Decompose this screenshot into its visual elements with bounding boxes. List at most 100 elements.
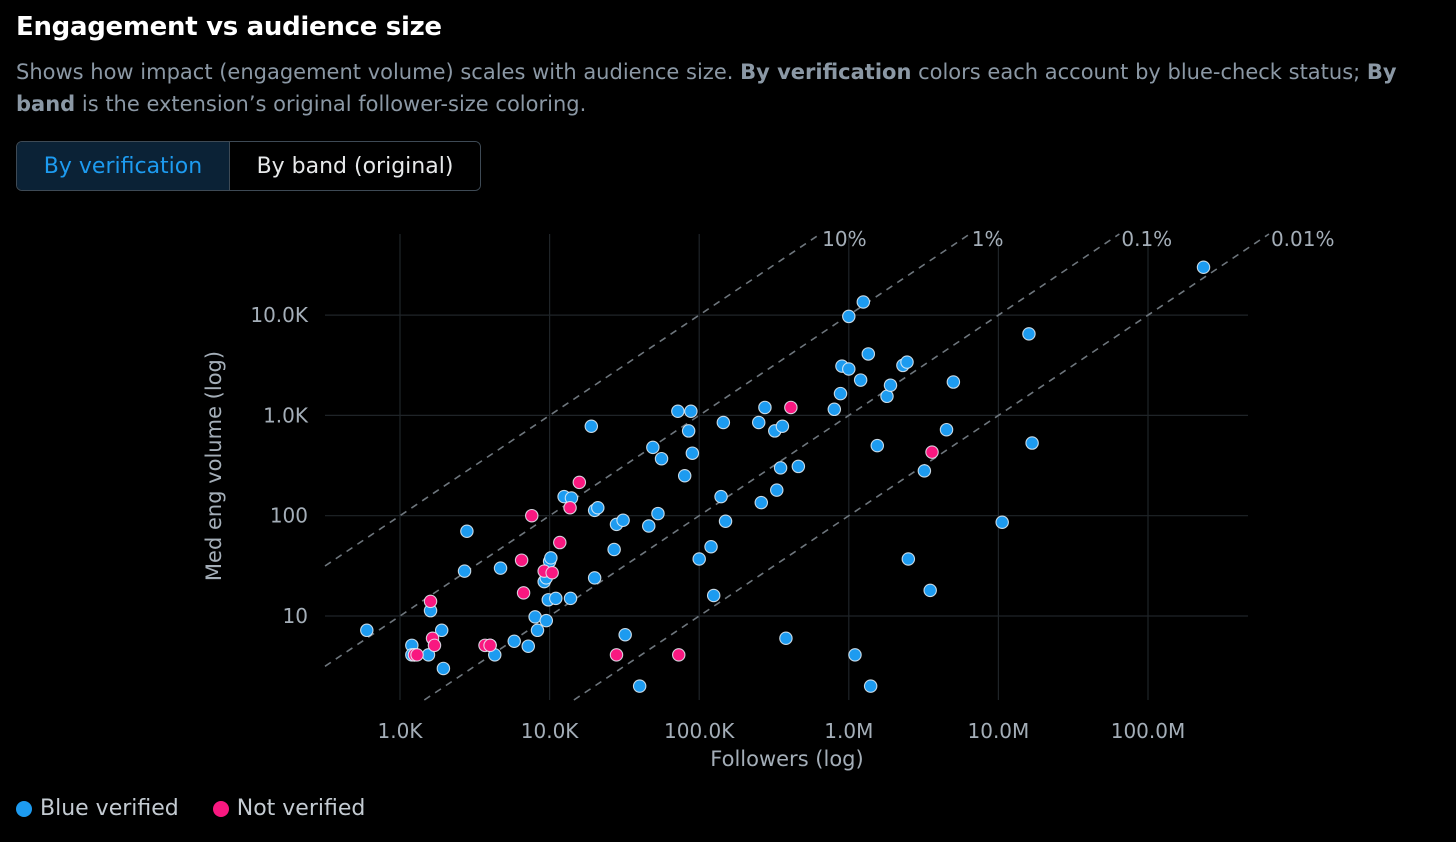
chart-description: Shows how impact (engagement volume) sca… [16,56,1446,120]
point-verified [584,419,599,433]
point-verified [939,422,954,437]
point-verified [692,552,706,566]
point-verified [651,506,665,521]
point-verified [870,438,885,453]
point-verified [863,679,878,693]
point-verified [646,440,660,455]
point-verified [436,661,451,676]
description-text-3: is the extension’s original follower-siz… [75,92,587,116]
point-verified [1025,436,1039,450]
x-tick-label: 10.0M [968,719,1030,743]
point-verified [641,519,656,533]
point-not-verified [516,586,531,600]
x-tick-label: 1.0M [824,719,873,743]
point-verified [853,373,868,387]
chart-title: Engagement vs audience size [16,12,442,42]
legend-label-not-verified: Not verified [236,796,366,821]
point-verified [616,513,630,528]
point-not-verified [427,638,442,653]
x-tick-label: 10.0K [521,719,580,743]
y-tick-label: 10.0K [250,303,309,327]
point-verified [751,415,766,430]
point-verified [434,623,449,638]
chart-legend: Blue verified Not verified [16,796,399,821]
grid-lines [325,234,1248,700]
point-verified [460,524,474,538]
point-verified [493,561,508,575]
description-bold-verification: By verification [740,60,912,84]
reference-line-label: 10% [822,227,866,251]
y-tick-label: 100 [270,504,308,528]
x-tick-label: 100.0M [1111,719,1186,743]
y-tick-label: 10 [283,604,308,628]
point-verified [842,362,856,376]
point-not-verified [525,508,539,523]
point-verified [684,404,698,418]
point-verified [773,461,788,475]
point-not-verified [572,475,587,490]
point-verified [861,347,876,361]
point-verified [618,628,632,642]
toggle-by-verification-button[interactable]: By verification [17,142,230,190]
point-verified [685,446,700,460]
point-verified [995,515,1009,530]
point-verified [632,679,647,693]
point-verified [880,389,894,404]
point-not-verified [545,565,559,580]
point-verified [848,648,862,662]
point-verified [530,623,545,638]
description-bold-band: By band [16,60,1397,116]
reference-line-label: 0.1% [1121,227,1172,251]
legend-dot-verified [16,800,32,817]
point-verified [714,489,728,504]
point-verified [1022,327,1036,341]
point-verified [923,583,937,598]
legend-item-not-verified[interactable]: Not verified [212,796,366,821]
toggle-by-band-button[interactable]: By band (original) [230,142,480,190]
point-verified [900,355,914,369]
point-not-verified [410,648,424,662]
point-verified [842,309,856,324]
reference-line-label: 1% [972,227,1004,251]
point-verified [770,483,784,497]
x-axis-title: Followers (log) [710,747,863,771]
reference-line-label: 0.01% [1271,227,1335,251]
scatter-chart: 1.0K 10.0K 100.0K 1.0M 10.0M 100.0M 10 100 1.0K 1… [202,227,1335,771]
reference-line [324,233,821,567]
point-not-verified [563,501,577,515]
point-not-verified [553,535,567,550]
data-points [360,260,1211,693]
legend-label-verified: Blue verified [40,796,179,821]
point-verified [827,402,842,417]
point-verified [507,634,521,649]
point-verified [607,542,621,557]
point-verified [591,501,605,515]
point-verified [549,591,563,606]
point-verified [754,495,769,510]
point-not-verified [514,553,529,567]
point-not-verified [784,400,798,415]
point-not-verified [423,594,438,609]
y-tick-label: 1.0K [263,403,309,427]
point-not-verified [609,648,624,662]
reference-lines: 10% 1% 0.1% 0.01% [324,227,1335,701]
point-verified [833,386,848,401]
point-verified [883,378,898,392]
point-verified [457,564,472,578]
point-verified [681,424,696,438]
legend-dot-not-verified [212,800,229,817]
point-verified [704,540,718,554]
point-not-verified [925,445,939,459]
point-verified [544,551,558,565]
description-text-1: Shows how impact (engagement volume) sca… [16,60,741,84]
point-verified [587,571,602,585]
point-not-verified [483,638,497,653]
point-verified [360,623,374,638]
point-verified [1196,260,1211,274]
point-verified [856,295,871,309]
point-verified [528,610,542,624]
legend-item-verified[interactable]: Blue verified [16,796,179,821]
x-tick-label: 100.0K [664,719,735,743]
point-verified [521,639,536,653]
point-verified [706,588,721,603]
